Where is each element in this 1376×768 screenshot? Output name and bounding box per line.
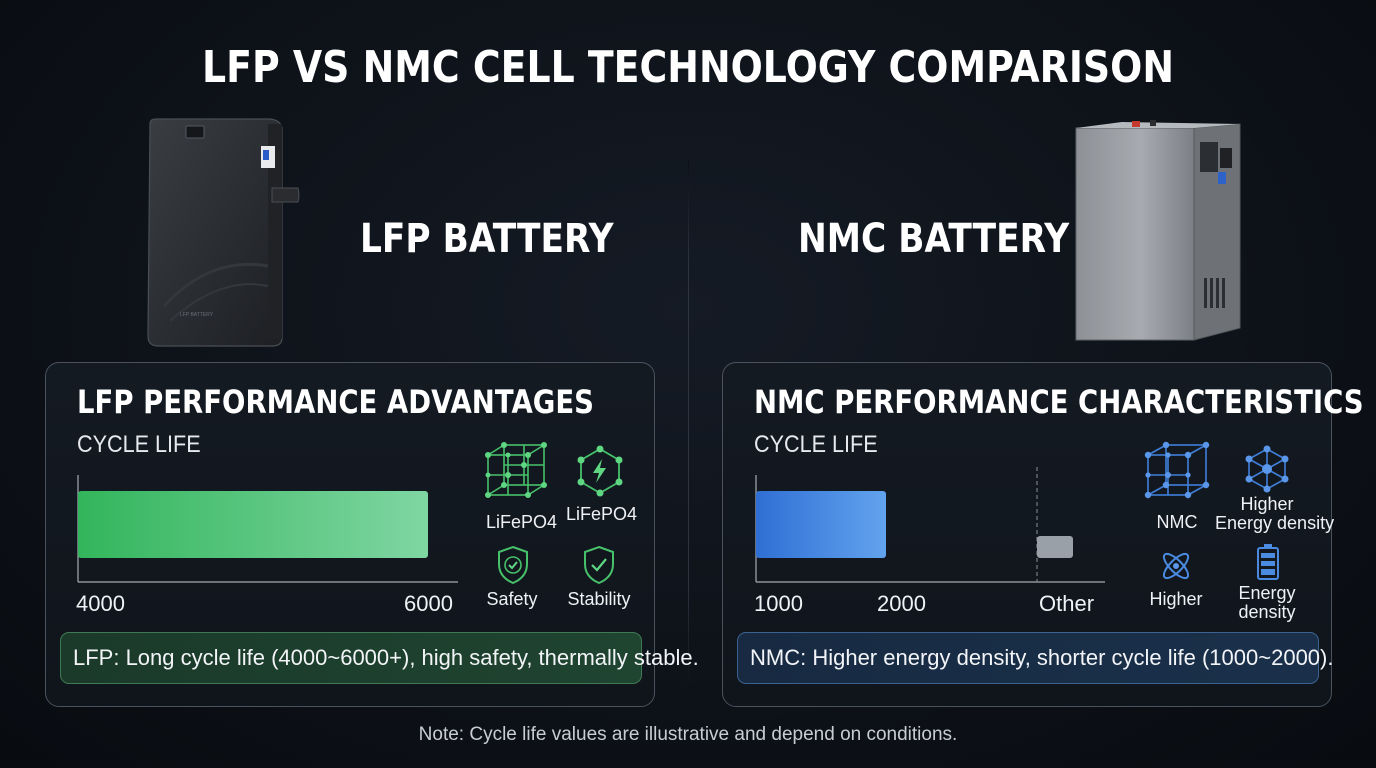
atom-icon: [1162, 552, 1190, 580]
nmc-icon-label-3: Higher: [1149, 589, 1203, 609]
lfp-performance-panel: LFP PERFORMANCE ADVANTAGES CYCLE LIFE 40…: [45, 362, 699, 707]
nmc-other-marker: [1037, 536, 1073, 558]
nmc-tick-mid: 2000: [877, 591, 926, 616]
center-divider: [688, 160, 689, 690]
lfp-icon-label-4: Stability: [567, 589, 631, 609]
page-title: LFP VS NMC CELL TECHNOLOGY COMPARISON: [202, 42, 1174, 93]
nmc-icon-label-2: Higher Energy density: [1215, 494, 1335, 533]
hexagon-lightning-icon: [577, 445, 623, 497]
footnote: Note: Cycle life values are illustrative…: [418, 724, 958, 745]
lfp-icon-label-1: LiFePO4: [486, 512, 558, 532]
lfp-panel-title: LFP PERFORMANCE ADVANTAGES: [77, 383, 594, 421]
molecule-network-icon: [1245, 445, 1289, 493]
shield-check-icon: [584, 545, 614, 585]
lfp-icon-label-2: LiFePO4: [566, 504, 638, 524]
lfp-cycle-life-bar: [78, 491, 428, 558]
nmc-summary: NMC: Higher energy density, shorter cycl…: [737, 632, 1333, 684]
nmc-icon-label-4: Energy density: [1238, 583, 1296, 622]
nmc-panel-title: NMC PERFORMANCE CHARACTERISTICS: [754, 383, 1364, 421]
crystal-lattice-icon: [1144, 441, 1210, 499]
lfp-cycle-life-chart: 4000 6000: [76, 475, 458, 616]
lfp-tick-start: 4000: [76, 591, 125, 616]
battery-level-icon: [1257, 544, 1279, 580]
nmc-icon-label-1: NMC: [1156, 512, 1198, 532]
svg-text:LFP BATTERY: LFP BATTERY: [180, 312, 214, 318]
nmc-chart-label: CYCLE LIFE: [754, 431, 878, 458]
nmc-cycle-life-chart: 1000 2000 Other: [754, 467, 1105, 616]
lfp-battery-title: LFP BATTERY: [360, 216, 614, 262]
lfp-chart-label: CYCLE LIFE: [77, 431, 201, 458]
lfp-tick-end: 6000: [404, 591, 453, 616]
lfp-icon-label-3: Safety: [486, 589, 538, 609]
lfp-battery-image: LFP BATTERY: [147, 118, 300, 347]
nmc-battery-image: [1075, 120, 1241, 341]
lfp-summary: LFP: Long cycle life (4000~6000+), high …: [60, 632, 699, 684]
nmc-performance-panel: NMC PERFORMANCE CHARACTERISTICS CYCLE LI…: [722, 362, 1364, 707]
nmc-battery-title: NMC BATTERY: [798, 216, 1070, 262]
shield-check-icon: [498, 545, 528, 585]
nmc-tick-other: Other: [1039, 591, 1094, 616]
crystal-lattice-icon: [485, 442, 547, 498]
nmc-cycle-life-bar: [756, 491, 886, 558]
nmc-tick-start: 1000: [754, 591, 803, 616]
